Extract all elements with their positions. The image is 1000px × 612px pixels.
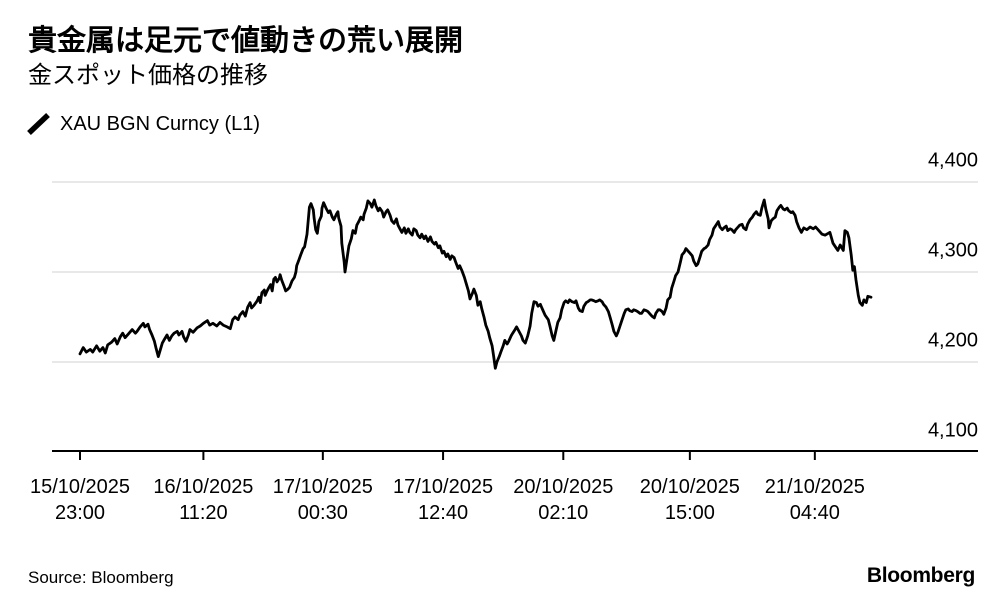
y-axis-label: 4,100 [927, 419, 978, 442]
y-axis-label: 4,400 [927, 149, 978, 172]
x-axis-label: 21/10/2025 04:40 [765, 474, 865, 526]
x-axis-label: 15/10/2025 23:00 [30, 474, 130, 526]
x-axis-label-date: 20/10/2025 [513, 476, 614, 498]
legend: XAU BGN Curncy (L1) [26, 112, 260, 136]
x-axis-label: 20/10/2025 15:00 [640, 474, 740, 526]
x-axis-label: 20/10/2025 02:10 [513, 474, 613, 526]
x-axis-label: 17/10/2025 00:30 [273, 474, 373, 526]
x-axis-label: 16/10/2025 11:20 [153, 474, 253, 526]
line-series-icon [27, 113, 50, 135]
chart-subtitle: 金スポット価格の推移 [28, 62, 268, 89]
x-axis-label-date: 15/10/2025 [29, 476, 131, 498]
x-axis-label-time: 11:20 [179, 502, 228, 524]
source-label: Source: Bloomberg [28, 568, 174, 587]
x-axis-label-date: 21/10/2025 [764, 476, 865, 498]
x-axis-label-time: 12:40 [418, 502, 469, 524]
bloomberg-logo: Bloomberg [866, 564, 975, 587]
x-axis-label: 17/10/2025 12:40 [393, 474, 493, 526]
x-axis-label-time: 04:40 [789, 502, 840, 524]
x-axis-label-date: 17/10/2025 [272, 476, 373, 498]
y-axis-label: 4,300 [927, 239, 978, 262]
x-axis-label-time: 15:00 [664, 502, 715, 524]
x-axis-label-time: 23:00 [54, 502, 106, 524]
price-line [78, 198, 873, 370]
y-axis-label: 4,200 [927, 329, 978, 352]
x-axis-label-date: 16/10/2025 [153, 476, 254, 498]
x-axis-label-time: 00:30 [297, 502, 348, 524]
legend-label: XAU BGN Curncy (L1) [60, 112, 261, 135]
x-axis-label-date: 17/10/2025 [393, 476, 494, 498]
chart-title: 貴金属は足元で値動きの荒い展開 [28, 25, 464, 57]
x-axis-label-date: 20/10/2025 [639, 476, 740, 498]
x-axis-label-time: 02:10 [538, 502, 589, 524]
